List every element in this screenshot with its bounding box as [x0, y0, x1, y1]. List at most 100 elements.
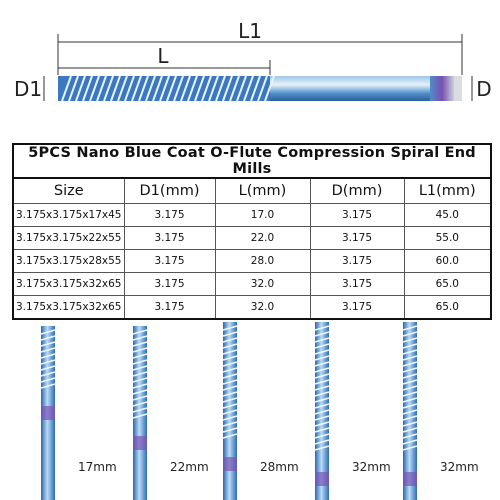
- bit-flute: [402, 325, 418, 331]
- flute-line: [187, 75, 198, 102]
- bit-flute: [402, 361, 418, 367]
- bit-flute: [314, 427, 330, 433]
- bit-flute: [314, 355, 330, 361]
- flute-line: [173, 75, 184, 102]
- end-mill-bit: [402, 322, 418, 500]
- bit-coat: [223, 457, 237, 471]
- bit-flute: [402, 331, 418, 337]
- end-mill-bit: [40, 326, 56, 500]
- bit-flute: [314, 409, 330, 415]
- bit-flute: [40, 353, 56, 359]
- table-cell: 65.0: [403, 295, 492, 320]
- bit-flute: [132, 377, 148, 383]
- end-mill-bit: [314, 322, 330, 500]
- end-mill: [58, 75, 462, 102]
- bit-flute: [132, 365, 148, 371]
- table-cell: 3.175: [309, 295, 405, 320]
- flute-line: [194, 75, 205, 102]
- flute-line: [208, 75, 219, 102]
- bit-flute: [314, 397, 330, 403]
- bit-flute: [314, 385, 330, 391]
- flute-line: [138, 75, 149, 102]
- table-cell: 3.175: [123, 272, 216, 296]
- bit-coat: [315, 472, 329, 486]
- flute-line: [82, 75, 93, 102]
- table-cell: 3.175: [123, 226, 216, 250]
- flute-line: [117, 75, 128, 102]
- bit-flute: [132, 353, 148, 359]
- table-cell: 3.175: [123, 203, 216, 227]
- flute-line: [75, 75, 86, 102]
- bit-flute: [402, 355, 418, 361]
- table-cell: 3.175x3.175x32x65: [12, 272, 125, 296]
- flute-line: [257, 75, 268, 102]
- bit-flute: [222, 355, 238, 361]
- column-header: Size: [12, 177, 125, 204]
- bit-flute: [222, 421, 238, 427]
- table-cell: 3.175x3.175x17x45: [12, 203, 125, 227]
- bit-flute: [402, 367, 418, 373]
- table-cell: 17.0: [214, 203, 311, 227]
- bit-flute: [314, 325, 330, 331]
- flute-line: [201, 75, 212, 102]
- bit-flute: [402, 403, 418, 409]
- bit-flute: [222, 427, 238, 433]
- table-cell: 3.175x3.175x22x55: [12, 226, 125, 250]
- bit-flute: [222, 415, 238, 421]
- bit-flute: [314, 379, 330, 385]
- bit-flute: [402, 397, 418, 403]
- bit-flute: [132, 329, 148, 335]
- bit-flute: [132, 389, 148, 395]
- bit-length-label: 32mm: [352, 460, 391, 474]
- table-row: 3.175x3.175x17x45 3.175 17.0 3.175 45.0: [12, 203, 492, 227]
- bit-flute: [222, 343, 238, 349]
- table-cell: 32.0: [214, 272, 311, 296]
- flute-line: [166, 75, 177, 102]
- l1-label: L1: [238, 19, 262, 43]
- bit-flute: [222, 361, 238, 367]
- flute-line: [250, 75, 261, 102]
- flute-line: [103, 75, 114, 102]
- bit-length-label: 17mm: [78, 460, 117, 474]
- bit-length-label: 22mm: [170, 460, 209, 474]
- bit-flute: [132, 395, 148, 401]
- bit-flute: [222, 409, 238, 415]
- bit-coat: [133, 436, 147, 450]
- bit-body: [403, 322, 417, 500]
- d1-label: D1: [14, 77, 42, 101]
- table-cell: 45.0: [403, 203, 492, 227]
- bit-flute: [40, 347, 56, 353]
- bit-flute: [402, 385, 418, 391]
- table-cell: 3.175: [123, 295, 216, 320]
- bit-flute: [314, 367, 330, 373]
- flute-line: [61, 75, 72, 102]
- column-header: D(mm): [309, 177, 405, 204]
- flute-line: [159, 75, 170, 102]
- flute-line: [131, 75, 142, 102]
- flute-line: [110, 75, 121, 102]
- table-cell: 55.0: [403, 226, 492, 250]
- bit-flute: [402, 409, 418, 415]
- spec-table: 5PCS Nano Blue Coat O-Flute Compression …: [12, 143, 493, 320]
- bit-flute: [40, 341, 56, 347]
- flute-line: [236, 75, 247, 102]
- bit-flute: [402, 421, 418, 427]
- flute-line: [152, 75, 163, 102]
- bit-flute: [222, 391, 238, 397]
- table-row: 3.175x3.175x32x65 3.175 32.0 3.175 65.0: [12, 272, 492, 296]
- bit-flute: [40, 359, 56, 365]
- bit-flute: [222, 367, 238, 373]
- d-label: D: [476, 77, 491, 101]
- table-cell: 32.0: [214, 295, 311, 320]
- bit-flute: [132, 335, 148, 341]
- bit-flute: [132, 401, 148, 407]
- flute-line: [124, 75, 135, 102]
- bit-coat: [403, 472, 417, 486]
- column-header: D1(mm): [123, 177, 216, 204]
- bit-length-label: 32mm: [440, 460, 479, 474]
- table-cell: 3.175: [309, 203, 405, 227]
- bit-flute: [40, 383, 56, 389]
- bit-flute: [314, 343, 330, 349]
- bit-flute: [402, 391, 418, 397]
